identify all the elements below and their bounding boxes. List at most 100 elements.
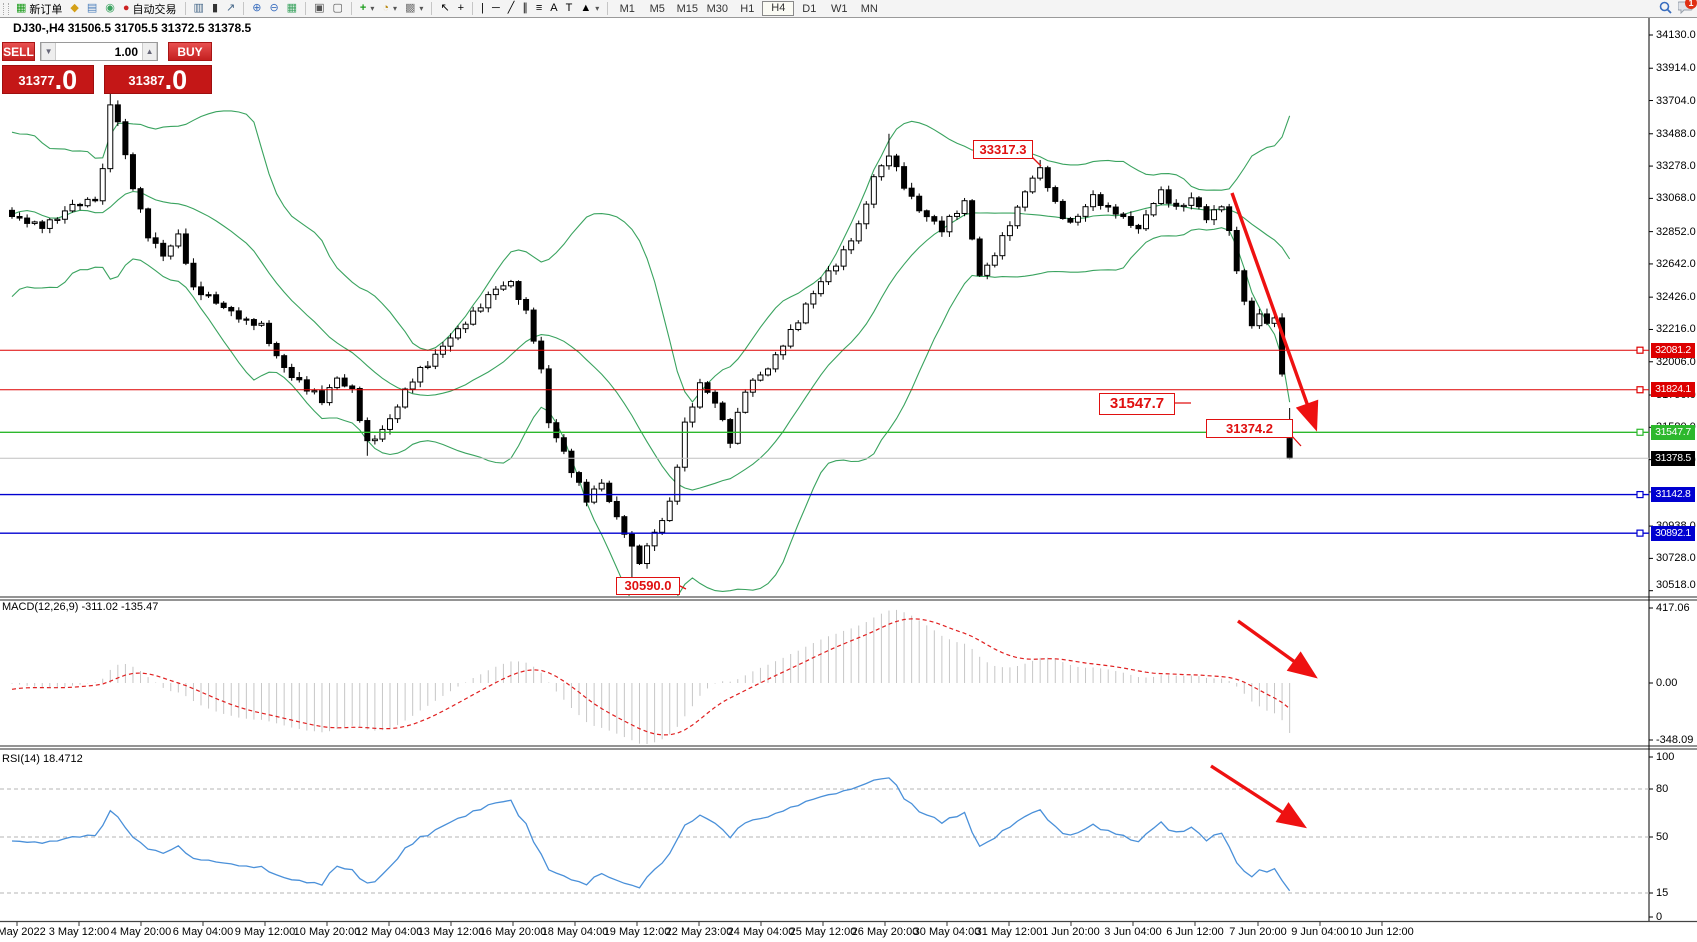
timeframe-button-m5[interactable]: M5 [649, 2, 665, 15]
toolbar-separator [472, 2, 474, 15]
swing-low-label[interactable]: 30590.0 [616, 577, 680, 595]
line-end-handle[interactable] [1636, 428, 1644, 436]
periods-button[interactable]: ◔ ▾ [378, 1, 401, 16]
timeframe-button-h1[interactable]: H1 [740, 2, 755, 15]
price-axis-badge: 31378.5 [1651, 450, 1695, 466]
line-end-handle[interactable] [1636, 490, 1644, 499]
tile-windows-icon: ▦ [286, 2, 298, 14]
price-axis-tick: 32216.0 [1656, 323, 1696, 336]
text-label-button[interactable]: T [562, 1, 577, 16]
rsi-axis-tick: 50 [1656, 831, 1669, 843]
news-button[interactable]: ◉ [101, 1, 119, 16]
level-price-label[interactable]: 31547.7 [1099, 393, 1175, 415]
candlestick-series [9, 84, 1293, 580]
sell-price[interactable]: 31377 .0 [2, 65, 94, 94]
timeframe-button-m30[interactable]: M30 [706, 2, 728, 15]
macd-axis-tick: -348.09 [1656, 734, 1694, 746]
price-axis-tick: 32426.0 [1656, 291, 1696, 304]
price-axis-badge: 31142.8 [1651, 487, 1695, 503]
vertical-line-icon: | [481, 2, 484, 14]
buy-price[interactable]: 31387 .0 [103, 65, 212, 94]
time-axis-label: 16 May 20:00 [479, 926, 547, 938]
chart-shift-icon: ▢ [332, 2, 343, 14]
templates-button[interactable]: ▩ ▾ [401, 1, 427, 16]
text-label-icon: T [565, 2, 573, 14]
auto-scroll-button[interactable]: ▣ [310, 1, 328, 16]
last-low-label[interactable]: 31374.2 [1206, 419, 1293, 438]
timeframe-button-m1[interactable]: M1 [619, 2, 635, 15]
toolbar-separator [607, 2, 609, 15]
trend-arrow[interactable] [1237, 619, 1318, 679]
zoom-out-icon: ⊖ [269, 2, 279, 14]
search-icon[interactable] [1659, 1, 1672, 17]
trendline-button[interactable]: ╱ [504, 1, 519, 16]
autotrading-button[interactable]: ● 自动交易 [119, 1, 181, 16]
channel-button[interactable]: ∥ [518, 1, 532, 16]
indicators-button[interactable]: + ▾ [356, 1, 378, 16]
one-click-trading-panel: SELL ▼ 1.00 ▲ BUY 31377 .0 31387 .0 [2, 42, 212, 94]
horizontal-line-button[interactable]: ─ [488, 1, 504, 16]
toolbar-grip[interactable] [3, 2, 9, 15]
buy-button[interactable]: BUY [168, 42, 212, 61]
new-order-icon: ▦ [16, 2, 27, 14]
bar-chart-button[interactable]: ▥ [190, 1, 208, 16]
rsi-axis-tick: 80 [1656, 783, 1669, 795]
time-axis-label: 10 Jun 12:00 [1350, 926, 1414, 938]
trend-arrow[interactable] [1230, 192, 1319, 432]
chart-shift-button[interactable]: ▢ [328, 1, 346, 16]
timeframe-button-h4[interactable]: H4 [762, 1, 795, 16]
timeframe-button-m15[interactable]: M15 [676, 2, 698, 15]
arrows-button[interactable]: ▲ ▾ [576, 1, 603, 16]
trend-arrow[interactable] [1210, 764, 1307, 829]
fibonacci-button[interactable]: ≡ [532, 1, 546, 16]
new-order-button[interactable]: ▦ 新订单 [12, 1, 66, 16]
tile-windows-button[interactable]: ▦ [283, 1, 301, 16]
time-axis-label: 12 May 04:00 [355, 926, 423, 938]
candlestick-icon: ▮ [211, 2, 219, 14]
bar-chart-icon: ▥ [193, 2, 204, 14]
zoom-in-button[interactable]: ⊕ [248, 1, 265, 16]
line-chart-icon: ↗ [226, 2, 236, 14]
text-icon: A [550, 2, 558, 14]
timeframe-button-w1[interactable]: W1 [831, 2, 848, 15]
arrow-tool-icon: ▲ [580, 2, 592, 14]
price-axis-tick: 30728.0 [1656, 552, 1696, 565]
macd-panel [11, 609, 1291, 744]
time-axis-label: 3 May 12:00 [48, 926, 110, 938]
fibonacci-icon: ≡ [535, 2, 543, 14]
quotes-button[interactable]: ◆ [66, 1, 82, 16]
crosshair-button[interactable]: + [454, 1, 468, 16]
text-button[interactable]: A [546, 1, 561, 16]
line-end-handle[interactable] [1636, 529, 1644, 537]
buy-price-main: 31387 [128, 73, 165, 88]
candlestick-button[interactable]: ▮ [208, 1, 222, 16]
chevron-down-icon: ▾ [393, 4, 398, 13]
line-end-handle[interactable] [1636, 386, 1644, 394]
timeframe-toolbar: M1 M5 M15 M30 H1 H4 D1 W1 MN [612, 1, 884, 16]
rsi-panel [0, 777, 1649, 894]
cursor-button[interactable]: ↖ [436, 1, 453, 16]
time-axis-label: 24 May 04:00 [727, 926, 795, 938]
zoom-out-button[interactable]: ⊖ [265, 1, 282, 16]
volume-input[interactable]: 1.00 [114, 45, 139, 59]
rsi-axis-tick: 15 [1656, 887, 1669, 899]
new-order-label: 新订单 [29, 3, 63, 16]
timeframe-button-mn[interactable]: MN [860, 2, 878, 15]
volume-increase-button[interactable]: ▲ [142, 43, 158, 60]
vertical-line-button[interactable]: | [477, 1, 488, 16]
chart-window-button[interactable]: ▤ [83, 1, 101, 16]
line-end-handle[interactable] [1636, 346, 1644, 354]
swing-high-label[interactable]: 33317.3 [973, 140, 1033, 159]
cursor-icon: ↖ [440, 2, 450, 14]
line-chart-button[interactable]: ↗ [222, 1, 239, 16]
channel-icon: ∥ [522, 2, 528, 14]
chat-icon[interactable]: 1 [1677, 0, 1697, 17]
price-axis-badge: 30892.1 [1651, 525, 1695, 541]
macd-axis-tick: 417.06 [1656, 602, 1690, 614]
rsi-indicator-label: RSI(14) 18.4712 [2, 753, 83, 765]
volume-decrease-button[interactable]: ▼ [41, 43, 57, 60]
bollinger-upper-band [11, 110, 1291, 403]
sell-button[interactable]: SELL [2, 42, 36, 61]
timeframe-button-d1[interactable]: D1 [802, 2, 817, 15]
